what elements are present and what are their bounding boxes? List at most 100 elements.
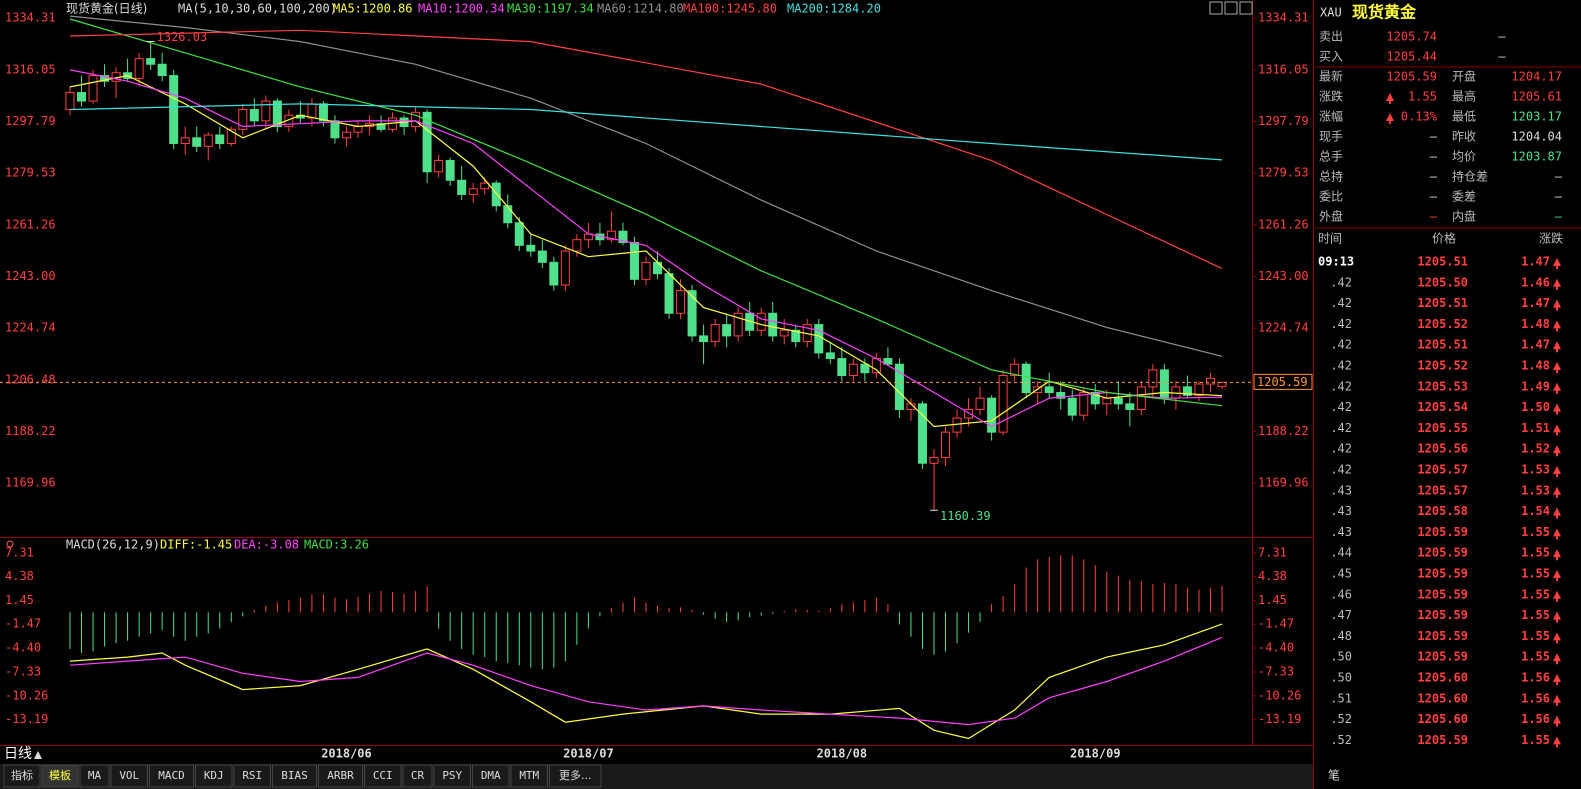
toolbar-tab[interactable]: [364, 764, 402, 788]
tick-time: .43: [1330, 525, 1352, 539]
candle-body: [964, 408, 974, 419]
candle-body: [779, 329, 789, 337]
toolbar-tab[interactable]: [472, 764, 510, 788]
tick-time: .42: [1330, 275, 1352, 289]
tick-price: 1205.57: [1417, 463, 1468, 477]
toolbar-tab[interactable]: [110, 764, 148, 788]
candle-body: [341, 131, 351, 139]
candle-body: [814, 324, 824, 354]
y-tick-label: -1.47: [1258, 617, 1294, 631]
toolbar-tab-label[interactable]: RSI: [242, 769, 262, 782]
candle-body: [699, 335, 709, 343]
toolbar-tab[interactable]: [41, 764, 79, 788]
quote-value: —: [1430, 130, 1438, 144]
ma-title: MA(5,10,30,60,100,200): [178, 2, 337, 16]
candle-body: [837, 358, 847, 377]
y-tick-label: 1.45: [1258, 593, 1287, 607]
toolbar-tab[interactable]: [149, 764, 194, 788]
toolbar-tab[interactable]: [272, 764, 317, 788]
ma-line: [69, 29, 1223, 270]
tick-change: 1.55: [1521, 525, 1550, 539]
tick-time: .51: [1330, 691, 1352, 705]
toolbar-tab-label[interactable]: 更多...: [559, 768, 592, 782]
y-tick-label: 1297.79: [1258, 114, 1309, 128]
quote-value: 1205.59: [1386, 70, 1437, 84]
period[interactable]: 日线: [4, 746, 32, 762]
toolbar-tab-label[interactable]: ARBR: [327, 769, 354, 782]
candle-body: [710, 324, 720, 343]
toolbar-tab-label[interactable]: CR: [411, 769, 425, 782]
tick-price: 1205.54: [1417, 400, 1468, 414]
quote-label: 涨跌: [1319, 89, 1343, 104]
legend-entry: MA30:1197.34: [507, 2, 594, 16]
y-tick-label: 7.31: [1258, 545, 1287, 559]
y-tick-label: 1334.31: [1258, 11, 1309, 25]
candle-body: [272, 100, 282, 128]
toolbar-tab-label[interactable]: KDJ: [204, 769, 224, 782]
toolbar-tab[interactable]: [433, 764, 471, 788]
toolbar-right[interactable]: 笔: [1328, 768, 1340, 783]
quote-value: —: [1430, 170, 1438, 184]
candle-body: [1067, 397, 1077, 416]
period-arrow[interactable]: [34, 751, 42, 759]
window-button[interactable]: [1224, 1, 1238, 15]
up-arrow: [1553, 445, 1561, 457]
candle-body: [1044, 386, 1054, 394]
tick-change: 1.55: [1521, 567, 1550, 581]
quote-label: 均价: [1452, 150, 1476, 164]
up-arrow: [1553, 258, 1561, 269]
candle-body: [722, 324, 732, 337]
candle-body: [468, 188, 478, 195]
toolbar-tab[interactable]: [318, 764, 363, 788]
candle-body: [434, 159, 444, 173]
quote-label: 最低: [1452, 110, 1476, 124]
tick-price: 1205.58: [1417, 504, 1468, 518]
toolbar-tab[interactable]: [195, 764, 233, 788]
toolbar-tab[interactable]: [3, 764, 41, 788]
tick-time: .42: [1330, 338, 1352, 352]
tick-change: 1.55: [1521, 608, 1550, 622]
up-arrow: [1553, 632, 1561, 644]
toolbar-tab-label[interactable]: 指标: [11, 768, 33, 782]
up-arrow: [1553, 320, 1561, 332]
y-tick-label: -10.26: [1258, 688, 1301, 702]
toolbar-tab-label[interactable]: CCI: [373, 769, 393, 782]
candle-body: [883, 358, 893, 365]
table-header: 时间: [1318, 232, 1342, 246]
up-arrow: [1553, 528, 1561, 540]
toolbar-tab-label[interactable]: MA: [88, 769, 102, 782]
tick-change: 1.53: [1521, 463, 1550, 477]
candle-body: [618, 230, 628, 244]
tick-time: .44: [1330, 546, 1352, 560]
toolbar-tab[interactable]: [79, 764, 110, 788]
toolbar-tab[interactable]: [510, 764, 548, 788]
tick-price: 1205.59: [1417, 525, 1468, 539]
candle-body: [791, 329, 801, 343]
toolbar-tab-label[interactable]: MACD: [158, 769, 185, 782]
y-tick-label: -13.19: [1258, 712, 1301, 726]
window-button[interactable]: [1209, 1, 1223, 15]
candle-body: [606, 230, 616, 241]
ma-line: [69, 103, 1223, 161]
candle-body: [526, 244, 536, 252]
toolbar-tab-label[interactable]: 模板: [49, 768, 71, 782]
toolbar-tab-label[interactable]: VOL: [119, 769, 139, 782]
toolbar-tab-label[interactable]: PSY: [442, 769, 462, 782]
candle-body: [503, 205, 513, 224]
quote-value: 1205.44: [1386, 50, 1437, 64]
toolbar-tab-label[interactable]: MTM: [519, 769, 539, 782]
toolbar-tab-label[interactable]: BIAS: [281, 769, 308, 782]
toolbar-tab-label[interactable]: DMA: [481, 769, 501, 782]
quote-label: 昨收: [1452, 130, 1476, 144]
macd-legend: MACD:3.26: [304, 538, 369, 552]
toolbar-tab[interactable]: [549, 764, 602, 788]
window-button[interactable]: [1239, 1, 1253, 15]
y-tick-label: 1279.53: [5, 166, 56, 180]
toolbar-tab[interactable]: [402, 764, 433, 788]
toolbar-tab[interactable]: [233, 764, 271, 788]
dea-line: [69, 636, 1223, 726]
tick-price: 1205.59: [1417, 546, 1468, 560]
y-tick-label: 1188.22: [5, 424, 56, 438]
